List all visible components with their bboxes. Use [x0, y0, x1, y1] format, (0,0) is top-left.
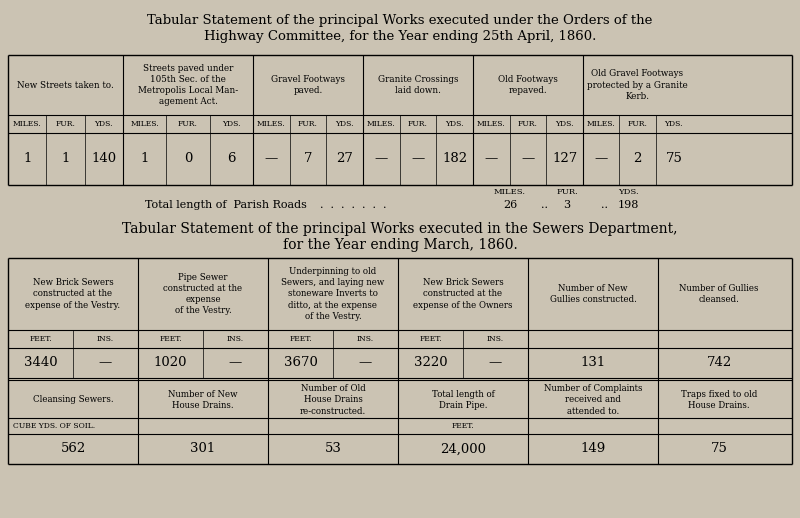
Text: 301: 301 — [190, 442, 216, 455]
Text: Highway Committee, for the Year ending 25th April, 1860.: Highway Committee, for the Year ending 2… — [204, 30, 596, 43]
Text: MILES.: MILES. — [477, 120, 506, 128]
Text: INS.: INS. — [357, 335, 374, 343]
Text: MILES.: MILES. — [257, 120, 286, 128]
Text: YDS.: YDS. — [94, 120, 113, 128]
Text: Total length of  Parish Roads: Total length of Parish Roads — [145, 200, 307, 210]
Text: 1: 1 — [141, 152, 149, 165]
Text: CUBE YDS. OF SOIL.: CUBE YDS. OF SOIL. — [13, 422, 95, 430]
Text: —: — — [522, 152, 534, 165]
Text: 3440: 3440 — [24, 356, 58, 369]
Text: ..: .. — [602, 200, 609, 210]
Text: MILES.: MILES. — [130, 120, 159, 128]
Text: 3670: 3670 — [283, 356, 318, 369]
Text: MILES.: MILES. — [587, 120, 615, 128]
Text: —: — — [265, 152, 278, 165]
Text: 198: 198 — [618, 200, 638, 210]
Text: 0: 0 — [184, 152, 192, 165]
Text: INS.: INS. — [487, 335, 504, 343]
Text: INS.: INS. — [227, 335, 244, 343]
Text: FUR.: FUR. — [627, 120, 647, 128]
Text: YDS.: YDS. — [222, 120, 241, 128]
Text: Underpinning to old
Sewers, and laying new
stoneware Inverts to
ditto, at the ex: Underpinning to old Sewers, and laying n… — [282, 267, 385, 321]
Text: 3: 3 — [563, 200, 570, 210]
Text: Tabular Statement of the principal Works executed under the Orders of the: Tabular Statement of the principal Works… — [147, 14, 653, 27]
Text: FEET.: FEET. — [29, 335, 52, 343]
Text: FEET.: FEET. — [289, 335, 312, 343]
Text: YDS.: YDS. — [618, 188, 638, 196]
Text: —: — — [99, 356, 112, 369]
Text: FEET.: FEET. — [159, 335, 182, 343]
Text: YDS.: YDS. — [446, 120, 464, 128]
Text: Pipe Sewer
constructed at the
expense
of the Vestry.: Pipe Sewer constructed at the expense of… — [163, 273, 242, 315]
Text: YDS.: YDS. — [555, 120, 574, 128]
Text: 149: 149 — [580, 442, 606, 455]
Text: Number of Old
House Drains
re-constructed.: Number of Old House Drains re-constructe… — [300, 384, 366, 415]
Text: 6: 6 — [227, 152, 235, 165]
Text: —: — — [594, 152, 608, 165]
Text: FUR.: FUR. — [298, 120, 318, 128]
Text: 742: 742 — [706, 356, 732, 369]
Text: FUR.: FUR. — [518, 120, 538, 128]
Text: Number of New
House Drains.: Number of New House Drains. — [168, 390, 238, 410]
Text: Number of Gullies
cleansed.: Number of Gullies cleansed. — [679, 284, 758, 304]
Text: —: — — [485, 152, 498, 165]
Text: FUR.: FUR. — [408, 120, 428, 128]
Text: 75: 75 — [710, 442, 727, 455]
Text: ..: .. — [542, 200, 549, 210]
Text: INS.: INS. — [97, 335, 114, 343]
Text: 27: 27 — [336, 152, 353, 165]
Text: YDS.: YDS. — [665, 120, 683, 128]
Text: 24,000: 24,000 — [440, 442, 486, 455]
Text: —: — — [229, 356, 242, 369]
Text: New Brick Sewers
constructed at the
expense of the Vestry.: New Brick Sewers constructed at the expe… — [26, 278, 121, 310]
Text: 562: 562 — [60, 442, 86, 455]
Text: Old Footways
repaved.: Old Footways repaved. — [498, 75, 558, 95]
Text: New Streets taken to.: New Streets taken to. — [17, 80, 114, 90]
Text: 2: 2 — [634, 152, 642, 165]
Text: YDS.: YDS. — [335, 120, 354, 128]
Text: 7: 7 — [304, 152, 312, 165]
Text: Total length of
Drain Pipe.: Total length of Drain Pipe. — [432, 390, 494, 410]
Text: 131: 131 — [580, 356, 606, 369]
Text: Traps fixed to old
House Drains.: Traps fixed to old House Drains. — [681, 390, 757, 410]
Text: Granite Crossings
laid down.: Granite Crossings laid down. — [378, 75, 458, 95]
Text: MILES.: MILES. — [13, 120, 42, 128]
Text: for the Year ending March, 1860.: for the Year ending March, 1860. — [282, 238, 518, 252]
Text: FEET.: FEET. — [452, 422, 474, 430]
Text: FUR.: FUR. — [556, 188, 578, 196]
Text: —: — — [374, 152, 388, 165]
Text: —: — — [411, 152, 425, 165]
Text: .  .  .  .  .  .  .: . . . . . . . — [320, 200, 386, 210]
Text: MILES.: MILES. — [367, 120, 396, 128]
Text: Number of New
Gullies constructed.: Number of New Gullies constructed. — [550, 284, 637, 304]
Text: FUR.: FUR. — [178, 120, 198, 128]
Text: 140: 140 — [91, 152, 116, 165]
Text: 1020: 1020 — [154, 356, 187, 369]
Text: FUR.: FUR. — [55, 120, 75, 128]
Text: Number of Complaints
received and
attended to.: Number of Complaints received and attend… — [544, 384, 642, 415]
Text: —: — — [359, 356, 372, 369]
Text: 127: 127 — [552, 152, 578, 165]
Text: MILES.: MILES. — [494, 188, 526, 196]
Text: 53: 53 — [325, 442, 342, 455]
Text: 3220: 3220 — [414, 356, 447, 369]
Text: Gravel Footways
paved.: Gravel Footways paved. — [271, 75, 345, 95]
Text: Streets paved under
105th Sec. of the
Metropolis Local Man-
agement Act.: Streets paved under 105th Sec. of the Me… — [138, 64, 238, 106]
Text: 75: 75 — [666, 152, 682, 165]
Text: 182: 182 — [442, 152, 467, 165]
Text: Old Gravel Footways
protected by a Granite
Kerb.: Old Gravel Footways protected by a Grani… — [587, 69, 688, 100]
Text: Cleansing Sewers.: Cleansing Sewers. — [33, 396, 114, 405]
Text: 26: 26 — [503, 200, 517, 210]
Text: Tabular Statement of the principal Works executed in the Sewers Department,: Tabular Statement of the principal Works… — [122, 222, 678, 236]
Text: FEET.: FEET. — [419, 335, 442, 343]
Text: —: — — [489, 356, 502, 369]
Text: 1: 1 — [62, 152, 70, 165]
Text: New Brick Sewers
constructed at the
expense of the Owners: New Brick Sewers constructed at the expe… — [414, 278, 513, 310]
Text: 1: 1 — [23, 152, 31, 165]
